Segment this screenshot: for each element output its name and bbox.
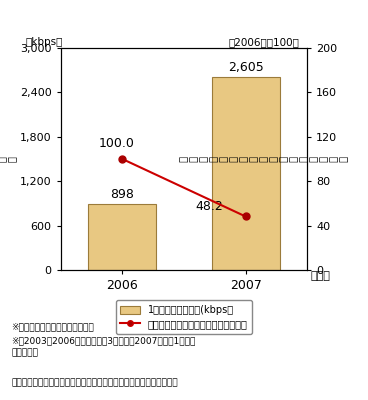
Text: （年）: （年） — [310, 271, 330, 281]
Text: 898: 898 — [110, 188, 134, 200]
Text: 100.0: 100.0 — [98, 137, 134, 150]
Bar — [212, 77, 280, 270]
Text: （kbps）: （kbps） — [26, 37, 63, 47]
Y-axis label: １
社
当
た
り
の
利
用
容
量: １ 社 当 た り の 利 用 容 量 — [0, 156, 17, 162]
Y-axis label: 単
位
容
量
当
た
り
の
回
線
利
用
料
（
指
数
）: 単 位 容 量 当 た り の 回 線 利 用 料 （ 指 数 ） — [178, 156, 348, 162]
Legend: 1社当たり利用容量(kbps）, 単位容量当たりの回線利用料（指数）: 1社当たり利用容量(kbps）, 単位容量当たりの回線利用料（指数） — [116, 300, 252, 334]
Text: の数値: の数値 — [11, 349, 38, 358]
Text: （2006年＝100）: （2006年＝100） — [228, 37, 299, 47]
Text: 48.2: 48.2 — [196, 200, 223, 213]
Text: ※　主要通信事業者の加重平均値: ※ 主要通信事業者の加重平均値 — [11, 322, 94, 331]
Bar — [88, 204, 156, 270]
Text: ※　2003～2006年はそれぞれ3月時点、2007年のみ1月時点: ※ 2003～2006年はそれぞれ3月時点、2007年のみ1月時点 — [11, 336, 195, 345]
Text: （出典）「ユビキタスネットワーク社会の現状に関する調査研究」: （出典）「ユビキタスネットワーク社会の現状に関する調査研究」 — [11, 378, 178, 387]
Text: 2,605: 2,605 — [228, 61, 263, 74]
